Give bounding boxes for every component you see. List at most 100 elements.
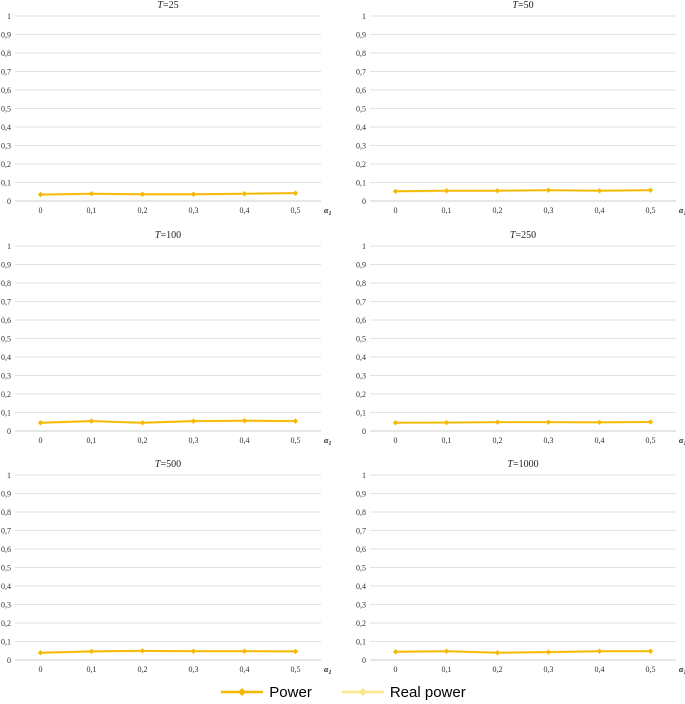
x-tick-label: 0,4 [240, 436, 250, 445]
x-tick-label: 0,1 [87, 436, 97, 445]
series-line-power [40, 419, 296, 424]
y-tick-label: 1 [7, 242, 11, 251]
chart-panel-4: T=250 0 0,1 0,2 0,3 0,4 0,5 0,6 0,7 0,8 0,9 1 0 0,1 0,… [356, 230, 685, 447]
x-tick-label: 0,5 [646, 206, 656, 215]
chart-title: T=1000 [507, 459, 538, 470]
y-tick-label: 0,7 [356, 298, 366, 307]
y-tick-label: 0,5 [356, 105, 366, 114]
y-tick-label: 0,4 [1, 353, 11, 362]
x-tick-label: 0,5 [646, 436, 656, 445]
legend-item-power: Power [219, 684, 312, 701]
chart-panel-5: T=500 0 0,1 0,2 0,3 0,4 0,5 0,6 0,7 0,8 0,9 1 0 0,1 0,… [1, 459, 331, 676]
y-tick-label: 1 [362, 242, 366, 251]
x-tick-label: 0,2 [493, 206, 503, 215]
x-tick-label: 0,3 [189, 665, 199, 674]
y-tick-label: 0,9 [356, 261, 366, 270]
y-tick-label: 0,4 [1, 582, 11, 591]
y-tick-label: 0 [7, 197, 11, 206]
x-tick-label: 0,3 [544, 436, 554, 445]
x-tick-label: 0,1 [87, 206, 97, 215]
y-tick-label: 0,5 [356, 564, 366, 573]
y-tick-label: 0,5 [356, 335, 366, 344]
data-point-power [596, 648, 603, 654]
y-tick-label: 0,3 [1, 142, 11, 151]
y-tick-label: 0,1 [356, 638, 366, 647]
data-point-power [443, 188, 450, 194]
series-line-power [395, 421, 651, 424]
data-point-power [190, 648, 197, 654]
x-tick-label: 0,3 [544, 206, 554, 215]
chart-panel-2: T=50 0 0,1 0,2 0,3 0,4 0,5 0,6 0,7 0,8 0,9 1 0 0,1 0,2… [356, 0, 685, 217]
x-tick-label: 0 [39, 665, 43, 674]
data-point-power [292, 190, 299, 196]
data-point-power [647, 648, 654, 654]
y-tick-label: 0,9 [356, 31, 366, 40]
y-tick-label: 1 [362, 471, 366, 480]
data-point-power [241, 418, 248, 424]
x-axis-label: α1 [679, 665, 685, 676]
data-point-power [545, 419, 552, 425]
y-tick-label: 0,7 [1, 298, 11, 307]
x-tick-label: 0,4 [595, 206, 605, 215]
y-tick-label: 0,2 [1, 390, 11, 399]
y-tick-label: 0,2 [356, 619, 366, 628]
data-point-power [139, 191, 146, 197]
y-tick-label: 0,5 [1, 105, 11, 114]
x-axis-label: α1 [679, 206, 685, 217]
data-point-power [88, 648, 95, 654]
x-tick-label: 0,2 [138, 436, 148, 445]
data-point-power [241, 191, 248, 197]
x-tick-label: 0,4 [240, 665, 250, 674]
y-tick-label: 0,4 [1, 123, 11, 132]
x-tick-label: 0 [39, 206, 43, 215]
legend-label-power: Power [269, 683, 312, 701]
x-tick-label: 0 [394, 665, 398, 674]
x-tick-label: 0,1 [442, 206, 452, 215]
data-point-power [37, 420, 44, 426]
chart-panel-6: T=1000 0 0,1 0,2 0,3 0,4 0,5 0,6 0,7 0,8 0,9 1 0 0,1 0… [356, 459, 685, 676]
data-point-power [392, 188, 399, 194]
x-axis-label: α1 [324, 206, 331, 217]
series-line-power [40, 649, 296, 654]
x-tick-label: 0,3 [544, 665, 554, 674]
data-point-power [545, 187, 552, 193]
y-tick-label: 0,5 [1, 335, 11, 344]
data-point-power [545, 649, 552, 655]
y-tick-label: 1 [362, 12, 366, 21]
x-tick-label: 0,5 [646, 665, 656, 674]
y-tick-label: 0,9 [356, 490, 366, 499]
data-point-power [139, 648, 146, 654]
legend-label-real-power: Real power [389, 683, 466, 701]
data-point-power [392, 649, 399, 655]
data-point-power [443, 648, 450, 654]
x-tick-label: 0,2 [493, 665, 503, 674]
y-tick-label: 0,9 [1, 261, 11, 270]
x-tick-label: 0,4 [595, 436, 605, 445]
y-tick-label: 0 [7, 656, 11, 665]
y-tick-label: 0,8 [356, 279, 366, 288]
x-tick-label: 0 [394, 206, 398, 215]
x-tick-label: 0,5 [291, 665, 301, 674]
y-tick-label: 0,1 [1, 638, 11, 647]
x-tick-label: 0,4 [240, 206, 250, 215]
y-tick-label: 0,3 [356, 372, 366, 381]
y-tick-label: 0,7 [1, 68, 11, 77]
data-point-power [190, 418, 197, 424]
y-tick-label: 0,9 [1, 490, 11, 499]
data-point-power [392, 420, 399, 426]
y-tick-label: 0,7 [356, 527, 366, 536]
y-tick-label: 0,9 [1, 31, 11, 40]
data-point-power [37, 191, 44, 198]
chart-grid: T=25 0 0,1 0,2 0,3 0,4 0,5 0,6 0,7 0,8 0,9 1 0 0,1 0,2… [1, 0, 685, 676]
y-tick-label: 0,3 [356, 601, 366, 610]
y-tick-label: 0,2 [356, 160, 366, 169]
x-tick-label: 0 [394, 436, 398, 445]
data-point-power [190, 191, 197, 197]
data-point-power [647, 419, 654, 425]
chart-panel-1: T=25 0 0,1 0,2 0,3 0,4 0,5 0,6 0,7 0,8 0,9 1 0 0,1 0,2… [1, 0, 331, 217]
y-tick-label: 0,1 [356, 179, 366, 188]
y-tick-label: 0,6 [1, 86, 11, 95]
y-tick-label: 0,8 [356, 508, 366, 517]
y-tick-label: 0 [7, 427, 11, 436]
chart-title: T=25 [157, 0, 178, 11]
